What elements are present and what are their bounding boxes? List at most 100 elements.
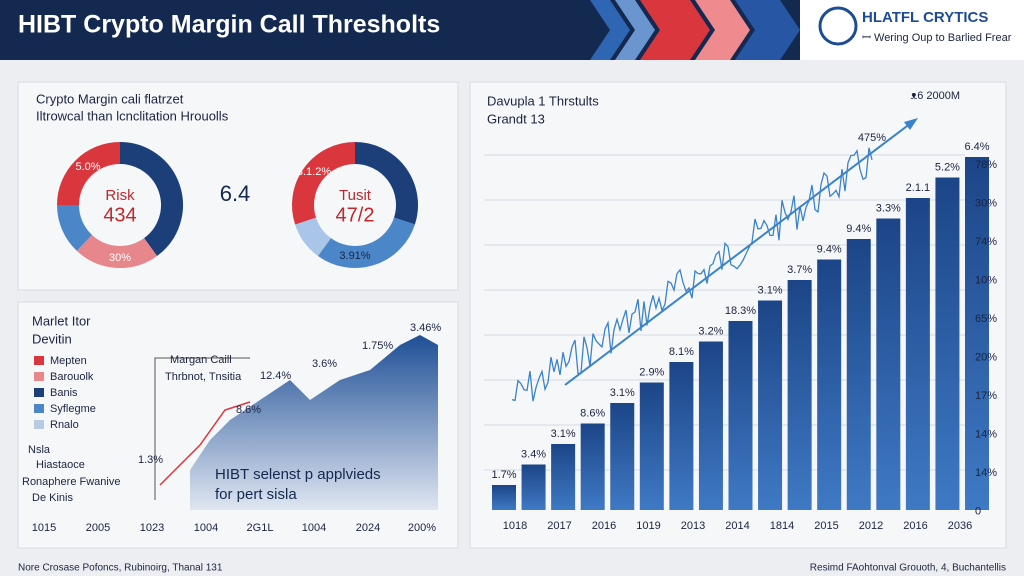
annotation: 3.46%	[410, 322, 441, 334]
bar	[492, 485, 516, 510]
footer-right: Resimd FAohtonval Grouoth, 4, Buchantell…	[810, 563, 1006, 574]
footer-left: Nore Crosase Pofoncs, Rubinoirg, Thanal …	[18, 563, 223, 574]
y-label: 14%	[975, 428, 997, 440]
legend-label: Syflegme	[50, 403, 96, 415]
donut-segment	[57, 204, 93, 251]
area	[190, 335, 438, 510]
y-label: 78%	[975, 159, 997, 171]
annotation: 12.4%	[260, 370, 291, 382]
x-label: 2024	[356, 522, 380, 534]
y-label: 10%	[975, 274, 997, 286]
donut-value: 47/2	[336, 204, 375, 226]
donut-segment-label: 5.0%	[75, 161, 100, 173]
bar-label: 3.2%	[698, 325, 723, 337]
callout: Margan Caill	[170, 354, 232, 366]
x-label: 2012	[859, 520, 883, 532]
bar-label: 3.1%	[610, 387, 635, 399]
side-label: Hiastaoce	[36, 459, 85, 471]
bar-label: 3.3%	[876, 202, 901, 214]
title: HIBT Crypto Margin Call Thresholts	[18, 11, 440, 39]
trend-arrow	[564, 119, 916, 386]
price-line	[511, 147, 873, 402]
y-label: 20%	[975, 351, 997, 363]
donut-segment	[295, 217, 332, 256]
donut-segment	[57, 142, 121, 206]
note: for pert sisla	[215, 486, 297, 503]
legend-label: Mepten	[50, 355, 87, 367]
panel-title: Davupla 1 Thrstults	[487, 93, 599, 108]
bar	[905, 198, 930, 510]
legend-swatch	[34, 420, 44, 429]
side-label: De Kinis	[32, 492, 73, 504]
donut-label: Risk	[105, 187, 135, 204]
x-label: 1004	[194, 522, 218, 534]
donut-value: 434	[103, 204, 136, 226]
donut-segment	[317, 217, 415, 268]
bar	[639, 382, 664, 510]
y-label: 65%	[975, 313, 997, 325]
center-value: 6.4	[220, 181, 251, 206]
legend-label: Rnalo	[50, 419, 79, 431]
x-label: 1814	[770, 520, 794, 532]
bar-label: 8.1%	[669, 346, 694, 358]
y-label: 14%	[975, 467, 997, 479]
panel-title: Marlet Itor	[32, 313, 91, 328]
bar	[817, 259, 842, 510]
x-label: 2G1L	[247, 522, 274, 534]
x-label: 1018	[503, 520, 527, 532]
x-label: 2016	[903, 520, 927, 532]
bar-label: 6.4%	[964, 141, 989, 153]
bar-label: 3.1%	[758, 284, 783, 296]
panel-title: Crypto Margin cali flatrzet	[36, 91, 184, 106]
bar-label: 2.1.1	[906, 182, 930, 194]
x-label: 2013	[681, 520, 705, 532]
x-label: 2014	[725, 520, 749, 532]
arrow-label: 475%	[858, 132, 886, 144]
x-label: 1015	[32, 522, 56, 534]
callout-line	[154, 357, 250, 500]
bar	[728, 321, 753, 510]
bar-label: 5.2%	[935, 161, 960, 173]
bar-label: 3.4%	[521, 448, 546, 460]
legend-swatch	[34, 388, 44, 397]
legend-swatch	[34, 372, 44, 381]
bar-label: 1.7%	[491, 469, 516, 481]
panel-title: Grandt 13	[487, 111, 545, 126]
bar	[551, 444, 576, 510]
x-label: 1004	[302, 522, 326, 534]
bar-label: 8.6%	[580, 407, 605, 419]
donut-segment	[354, 142, 418, 225]
side-label: Ronaphere Fwanive	[22, 476, 120, 488]
bar	[876, 218, 901, 510]
bar	[698, 341, 723, 510]
bar	[965, 157, 989, 510]
bar	[846, 239, 871, 510]
donut-segment-label: 3.91%	[339, 250, 370, 262]
bar	[758, 300, 783, 510]
bar	[521, 464, 546, 510]
x-label: 1023	[140, 522, 164, 534]
side-label: Nsla	[28, 444, 51, 456]
bar	[935, 177, 960, 510]
x-label: 2017	[547, 520, 571, 532]
x-label: 1019	[636, 520, 660, 532]
donut-segment	[76, 234, 158, 268]
threshold-line	[159, 401, 251, 486]
bar-label: 3.7%	[787, 264, 812, 276]
callout: Thrbnot, Tnsitia	[165, 371, 242, 383]
y-label: 17%	[975, 390, 997, 402]
panel-title: Devitin	[32, 331, 72, 346]
bar	[610, 403, 635, 510]
legend-swatch	[34, 356, 44, 365]
x-label: 200%	[408, 522, 436, 534]
donut-segment	[119, 142, 183, 256]
bar-label: 9.4%	[846, 223, 871, 235]
logo-title: HLATFL CRYTICS	[862, 9, 988, 26]
panel-title: Iltrowcal than lcnclitation Hrouolls	[36, 108, 229, 123]
arrow-head	[904, 118, 918, 130]
logo-icon	[818, 6, 858, 46]
annotation: 8.6%	[236, 404, 261, 416]
x-label: 2005	[86, 522, 110, 534]
bar-label: 3.1%	[551, 428, 576, 440]
